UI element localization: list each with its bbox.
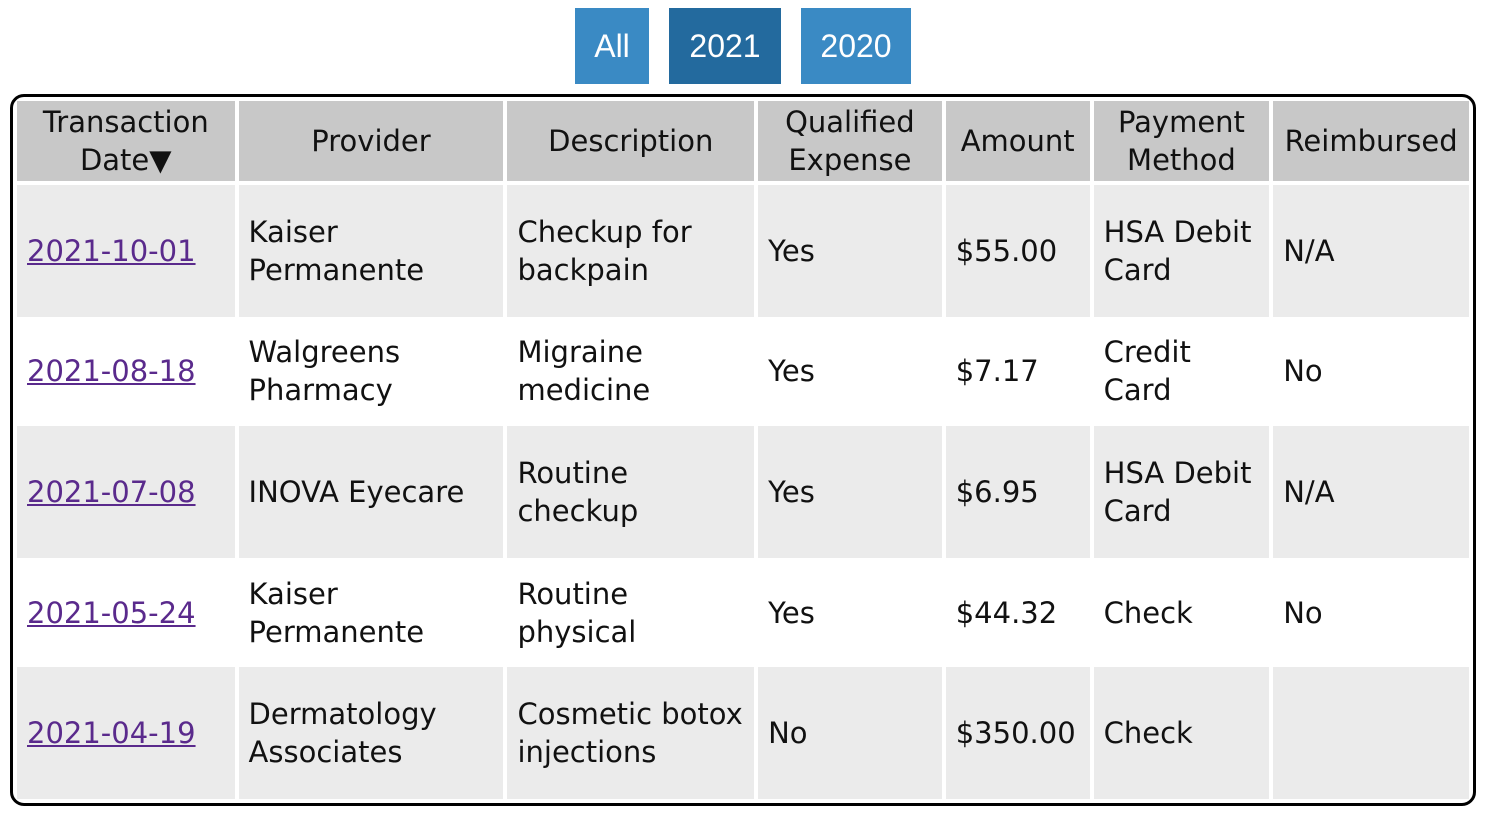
reimbursed-cell: N/A [1273, 426, 1469, 558]
transaction-date-link[interactable]: 2021-07-08 [27, 474, 196, 509]
table-header-row: Transaction Date▼ Provider Description Q… [17, 101, 1469, 181]
description-cell: Migraine medicine [507, 320, 755, 423]
provider-cell: Kaiser Permanente [238, 561, 504, 664]
transaction-date-cell: 2021-04-19 [17, 667, 235, 799]
header-payment-method: Payment Method [1093, 101, 1270, 181]
qualified-cell: Yes [758, 561, 942, 664]
transaction-date-cell: 2021-08-18 [17, 320, 235, 423]
payment-method-cell: HSA Debit Card [1093, 185, 1270, 317]
description-cell: Routine physical [507, 561, 755, 664]
description-cell: Routine checkup [507, 426, 755, 558]
payment-method-cell: Check [1093, 561, 1270, 664]
header-provider: Provider [238, 101, 504, 181]
table-row: 2021-08-18 Walgreens Pharmacy Migraine m… [17, 320, 1469, 423]
qualified-cell: No [758, 667, 942, 799]
header-qualified-expense: Qualified Expense [758, 101, 942, 181]
table-row: 2021-05-24 Kaiser Permanente Routine phy… [17, 561, 1469, 664]
provider-cell: INOVA Eyecare [238, 426, 504, 558]
description-cell: Cosmetic botox injections [507, 667, 755, 799]
transaction-date-link[interactable]: 2021-05-24 [27, 595, 196, 630]
transaction-date-cell: 2021-07-08 [17, 426, 235, 558]
amount-cell: $44.32 [945, 561, 1090, 664]
header-reimbursed: Reimbursed [1273, 101, 1469, 181]
transaction-date-cell: 2021-10-01 [17, 185, 235, 317]
filter-all-button[interactable]: All [575, 8, 649, 84]
transactions-table-container: Transaction Date▼ Provider Description Q… [10, 94, 1476, 806]
amount-cell: $7.17 [945, 320, 1090, 423]
table-row: 2021-10-01 Kaiser Permanente Checkup for… [17, 185, 1469, 317]
reimbursed-cell [1273, 667, 1469, 799]
transactions-table: Transaction Date▼ Provider Description Q… [13, 97, 1473, 803]
year-filter-bar: All 2021 2020 [575, 8, 911, 84]
amount-cell: $55.00 [945, 185, 1090, 317]
description-cell: Checkup for backpain [507, 185, 755, 317]
reimbursed-cell: No [1273, 320, 1469, 423]
header-amount: Amount [945, 101, 1090, 181]
qualified-cell: Yes [758, 320, 942, 423]
reimbursed-cell: N/A [1273, 185, 1469, 317]
qualified-cell: Yes [758, 426, 942, 558]
filter-2021-button[interactable]: 2021 [669, 8, 781, 84]
payment-method-cell: Check [1093, 667, 1270, 799]
header-description: Description [507, 101, 755, 181]
table-row: 2021-04-19 Dermatology Associates Cosmet… [17, 667, 1469, 799]
payment-method-cell: HSA Debit Card [1093, 426, 1270, 558]
filter-2020-button[interactable]: 2020 [801, 8, 911, 84]
amount-cell: $350.00 [945, 667, 1090, 799]
provider-cell: Kaiser Permanente [238, 185, 504, 317]
provider-cell: Walgreens Pharmacy [238, 320, 504, 423]
amount-cell: $6.95 [945, 426, 1090, 558]
transaction-date-cell: 2021-05-24 [17, 561, 235, 664]
provider-cell: Dermatology Associates [238, 667, 504, 799]
header-transaction-date[interactable]: Transaction Date▼ [17, 101, 235, 181]
payment-method-cell: Credit Card [1093, 320, 1270, 423]
qualified-cell: Yes [758, 185, 942, 317]
transaction-date-link[interactable]: 2021-10-01 [27, 233, 196, 268]
table-row: 2021-07-08 INOVA Eyecare Routine checkup… [17, 426, 1469, 558]
transaction-date-link[interactable]: 2021-08-18 [27, 354, 196, 389]
reimbursed-cell: No [1273, 561, 1469, 664]
transaction-date-link[interactable]: 2021-04-19 [27, 716, 196, 751]
